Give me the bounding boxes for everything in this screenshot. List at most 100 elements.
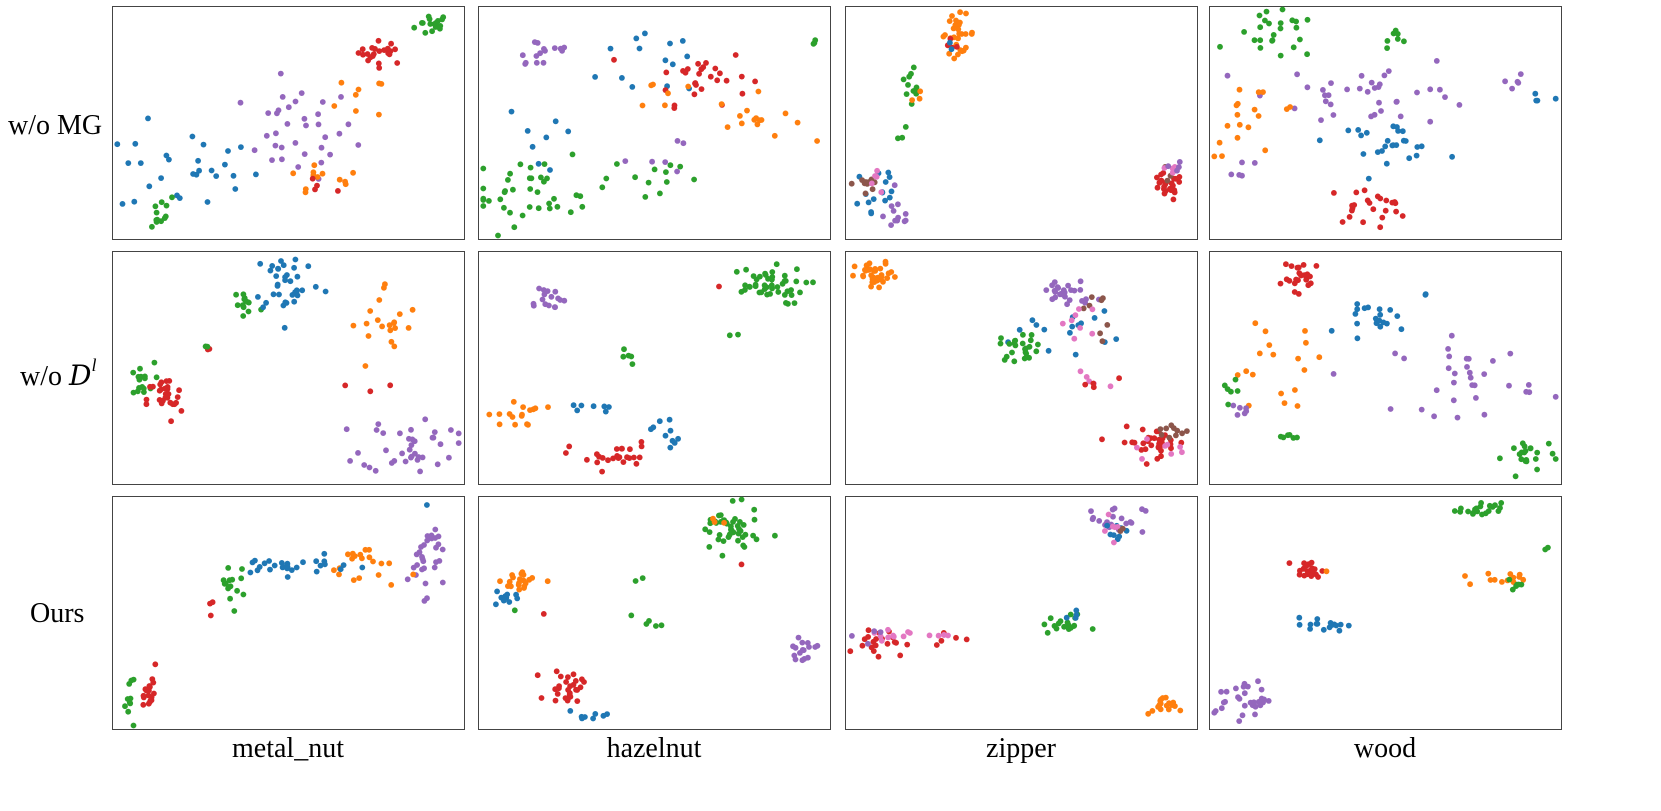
scatter-point-green <box>1057 618 1064 625</box>
scatter-point-purple <box>1473 395 1479 401</box>
scatter-point-pink <box>1134 444 1140 451</box>
row-label-text: w/o MG <box>8 110 103 141</box>
scatter-point-green <box>153 209 160 216</box>
scatter-point-red <box>565 687 571 693</box>
scatter-point-purple <box>419 566 425 573</box>
scatter-panel-1-2 <box>845 251 1198 485</box>
scatter-point-green <box>1304 16 1311 23</box>
scatter-point-red <box>933 642 940 648</box>
scatter-point-blue <box>1383 160 1390 167</box>
scatter-point-green <box>527 186 534 192</box>
scatter-point-purple <box>421 542 427 548</box>
scatter-panel-2-0 <box>112 496 465 730</box>
scatter-point-purple <box>315 121 322 128</box>
scatter-point-green <box>1534 449 1541 456</box>
scatter-point-purple <box>292 140 299 146</box>
scatter-point-green <box>1290 44 1297 51</box>
scatter-point-red <box>376 48 383 54</box>
scatter-point-blue <box>200 141 207 148</box>
scatter-point-orange <box>724 124 731 130</box>
scatter-point-red <box>698 86 705 92</box>
scatter-point-green <box>425 13 432 20</box>
scatter-point-orange <box>1234 111 1241 118</box>
scatter-point-blue <box>291 298 298 305</box>
scatter-point-green <box>756 289 763 296</box>
scatter-point-blue <box>662 57 669 64</box>
scatter-point-red <box>162 385 168 392</box>
scatter-point-orange <box>1316 354 1323 361</box>
scatter-point-orange <box>370 558 376 565</box>
scatter-point-blue <box>176 195 183 202</box>
scatter-point-blue <box>253 171 259 178</box>
scatter-point-blue <box>190 171 197 177</box>
scatter-point-orange <box>1233 102 1240 109</box>
scatter-point-purple <box>428 535 435 542</box>
scatter-point-green <box>225 585 232 592</box>
scatter-point-purple <box>1066 297 1073 303</box>
scatter-point-green <box>910 64 917 71</box>
scatter-point-orange <box>311 162 318 169</box>
scatter-point-purple <box>380 430 387 436</box>
scatter-point-blue <box>667 427 674 434</box>
scatter-point-green <box>1020 331 1026 338</box>
scatter-point-green <box>773 261 780 268</box>
scatter-point-blue <box>263 299 269 306</box>
scatter-point-orange <box>1251 106 1258 113</box>
scatter-point-purple <box>284 121 291 127</box>
scatter-point-green <box>122 703 128 710</box>
scatter-point-green <box>158 199 165 206</box>
scatter-panel-1-3 <box>1209 251 1562 485</box>
scatter-point-red <box>953 634 959 641</box>
scatter-point-purple <box>1218 705 1225 712</box>
scatter-panel-1-1 <box>478 251 831 485</box>
scatter-point-blue <box>1337 621 1344 628</box>
scatter-point-green <box>231 608 238 614</box>
scatter-point-orange <box>387 327 394 334</box>
scatter-point-green <box>507 170 513 177</box>
scatter-point-blue <box>529 143 536 150</box>
scatter-point-purple <box>318 144 325 151</box>
scatter-point-red <box>1364 197 1371 204</box>
scatter-point-orange <box>946 50 953 57</box>
scatter-point-red <box>375 60 382 67</box>
scatter-point-purple <box>319 99 326 105</box>
scatter-point-red <box>394 60 401 66</box>
panel-frame <box>1209 251 1562 485</box>
scatter-point-purple <box>1258 686 1265 693</box>
scatter-point-orange <box>378 560 385 567</box>
scatter-point-green <box>791 300 798 306</box>
scatter-point-orange <box>950 25 957 32</box>
scatter-point-blue <box>666 416 673 423</box>
scatter-point-orange <box>516 580 522 586</box>
scatter-point-green <box>726 332 733 339</box>
scatter-point-blue <box>590 403 597 410</box>
scatter-point-purple <box>375 421 382 427</box>
scatter-point-green <box>128 677 135 684</box>
scatter-point-green <box>501 189 508 196</box>
scatter-point-blue <box>321 550 328 557</box>
scatter-point-red <box>692 80 699 86</box>
scatter-point-orange <box>1149 708 1156 714</box>
scatter-point-orange <box>506 411 513 417</box>
scatter-point-purple <box>1077 278 1084 285</box>
scatter-point-green <box>1534 466 1540 473</box>
scatter-point-green <box>906 73 913 80</box>
scatter-point-purple <box>1261 696 1267 703</box>
scatter-point-red <box>1353 189 1360 196</box>
scatter-point-purple <box>406 446 413 453</box>
scatter-point-red <box>1158 447 1164 454</box>
scatter-point-green <box>1021 355 1028 362</box>
scatter-point-red <box>392 46 398 53</box>
scatter-point-purple <box>388 460 395 466</box>
scatter-point-green <box>779 280 786 287</box>
scatter-point-orange <box>1236 86 1243 93</box>
scatter-point-green <box>480 203 487 209</box>
scatter-point-pink <box>1089 306 1096 313</box>
scatter-point-red <box>147 684 153 690</box>
scatter-point-red <box>738 561 745 568</box>
scatter-point-pink <box>877 633 884 640</box>
scatter-point-pink <box>1105 511 1112 518</box>
scatter-point-orange <box>1292 387 1298 393</box>
scatter-point-purple <box>1506 382 1512 389</box>
scatter-point-red <box>1307 280 1314 287</box>
